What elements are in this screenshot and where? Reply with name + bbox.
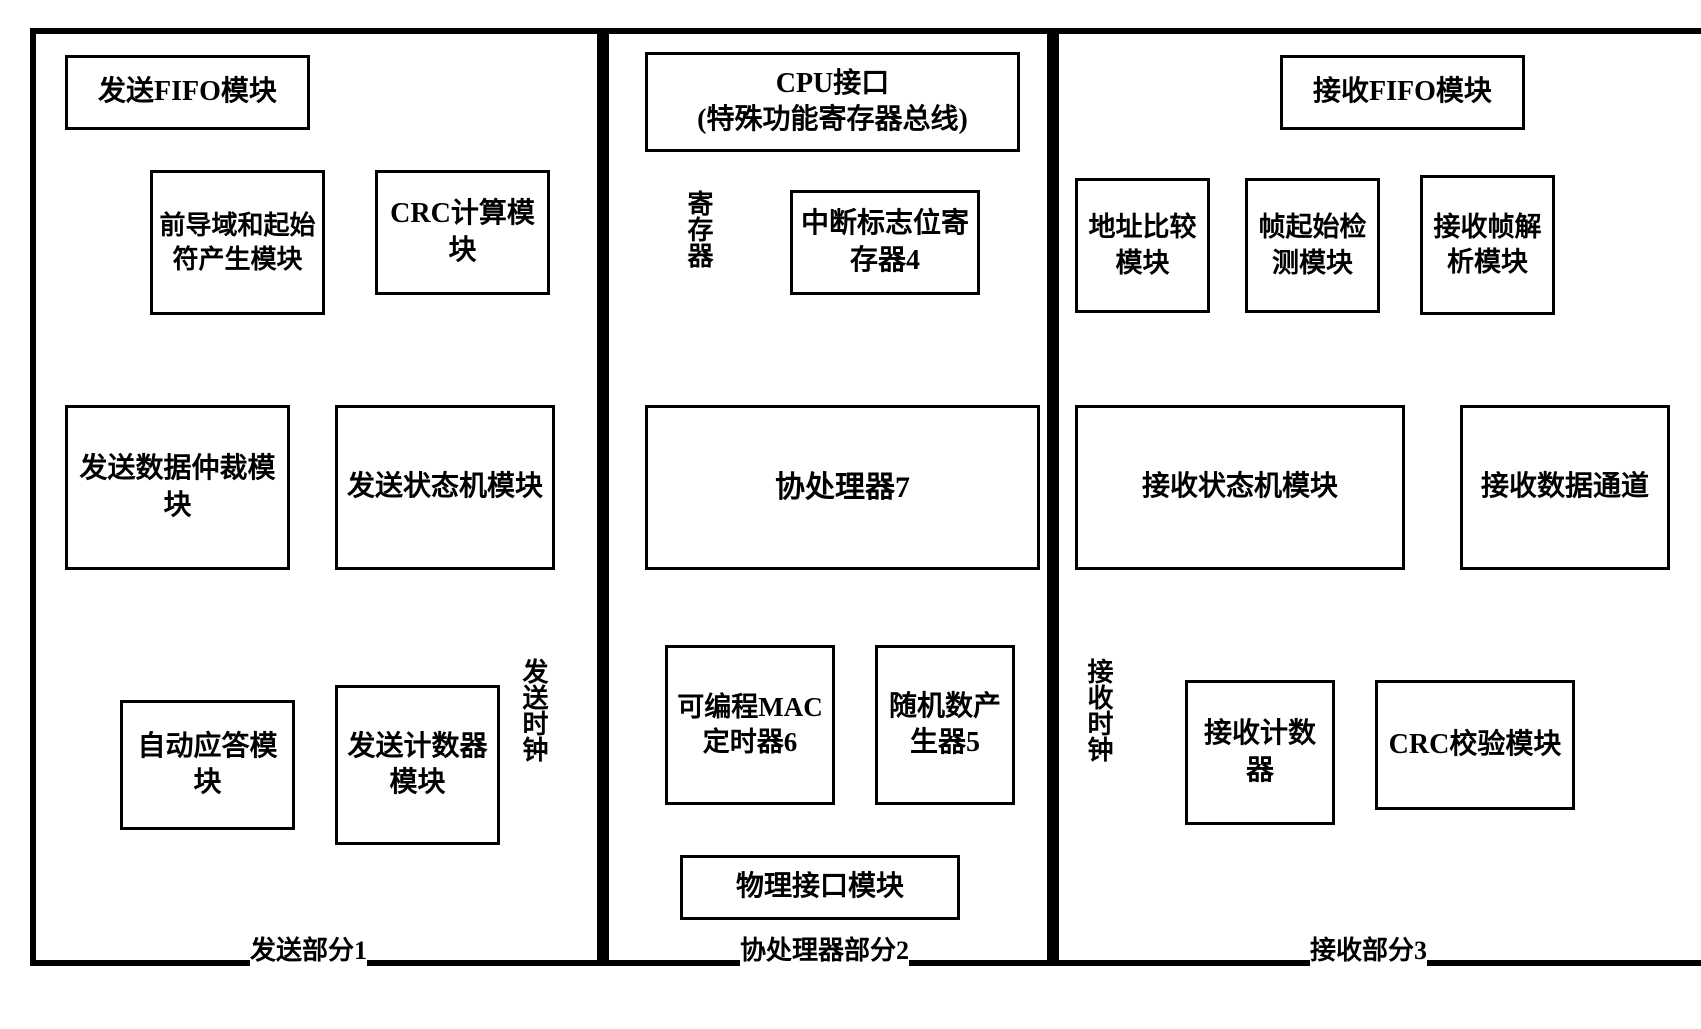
- box-preamble: 前导域和起始符产生模块: [150, 170, 325, 315]
- box-rx_statemach: 接收状态机模块: [1075, 405, 1405, 570]
- box-tx_counter: 发送计数器模块: [335, 685, 500, 845]
- box-rand_gen: 随机数产生器5: [875, 645, 1015, 805]
- vlabel-rx_clock: 接收时钟: [1080, 658, 1117, 762]
- box-cpu_if: CPU接口(特殊功能寄存器总线): [645, 52, 1020, 152]
- section-label-coproc: 协处理器部分2: [740, 930, 909, 967]
- box-addr_cmp: 地址比较模块: [1075, 178, 1210, 313]
- box-phy_if: 物理接口模块: [680, 855, 960, 920]
- box-mac_timer: 可编程MAC定时器6: [665, 645, 835, 805]
- box-int_flag: 中断标志位寄存器4: [790, 190, 980, 295]
- vlabel-reg_bus: 寄存器: [680, 190, 717, 268]
- box-tx_arbiter: 发送数据仲裁模块: [65, 405, 290, 570]
- box-tx_statemach: 发送状态机模块: [335, 405, 555, 570]
- box-frame_parse: 接收帧解析模块: [1420, 175, 1555, 315]
- section-label-send: 发送部分1: [250, 930, 367, 967]
- box-rx_fifo: 接收FIFO模块: [1280, 55, 1525, 130]
- vlabel-tx_clock: 发送时钟: [515, 658, 552, 762]
- box-tx_fifo: 发送FIFO模块: [65, 55, 310, 130]
- diagram-canvas: 发送部分1 协处理器部分2 接收部分3 发送FIFO模块前导域和起始符产生模块 CRC计…: [20, 20, 1701, 1009]
- box-coprocessor: 协处理器7: [645, 405, 1040, 570]
- box-auto_reply: 自动应答模块: [120, 700, 295, 830]
- box-rx_counter: 接收计数器: [1185, 680, 1335, 825]
- box-crc_check: CRC校验模块: [1375, 680, 1575, 810]
- box-crc_calc: CRC计算模块: [375, 170, 550, 295]
- box-sfd_detect: 帧起始检测模块: [1245, 178, 1380, 313]
- box-rx_datapath: 接收数据通道: [1460, 405, 1670, 570]
- section-label-recv: 接收部分3: [1310, 930, 1427, 967]
